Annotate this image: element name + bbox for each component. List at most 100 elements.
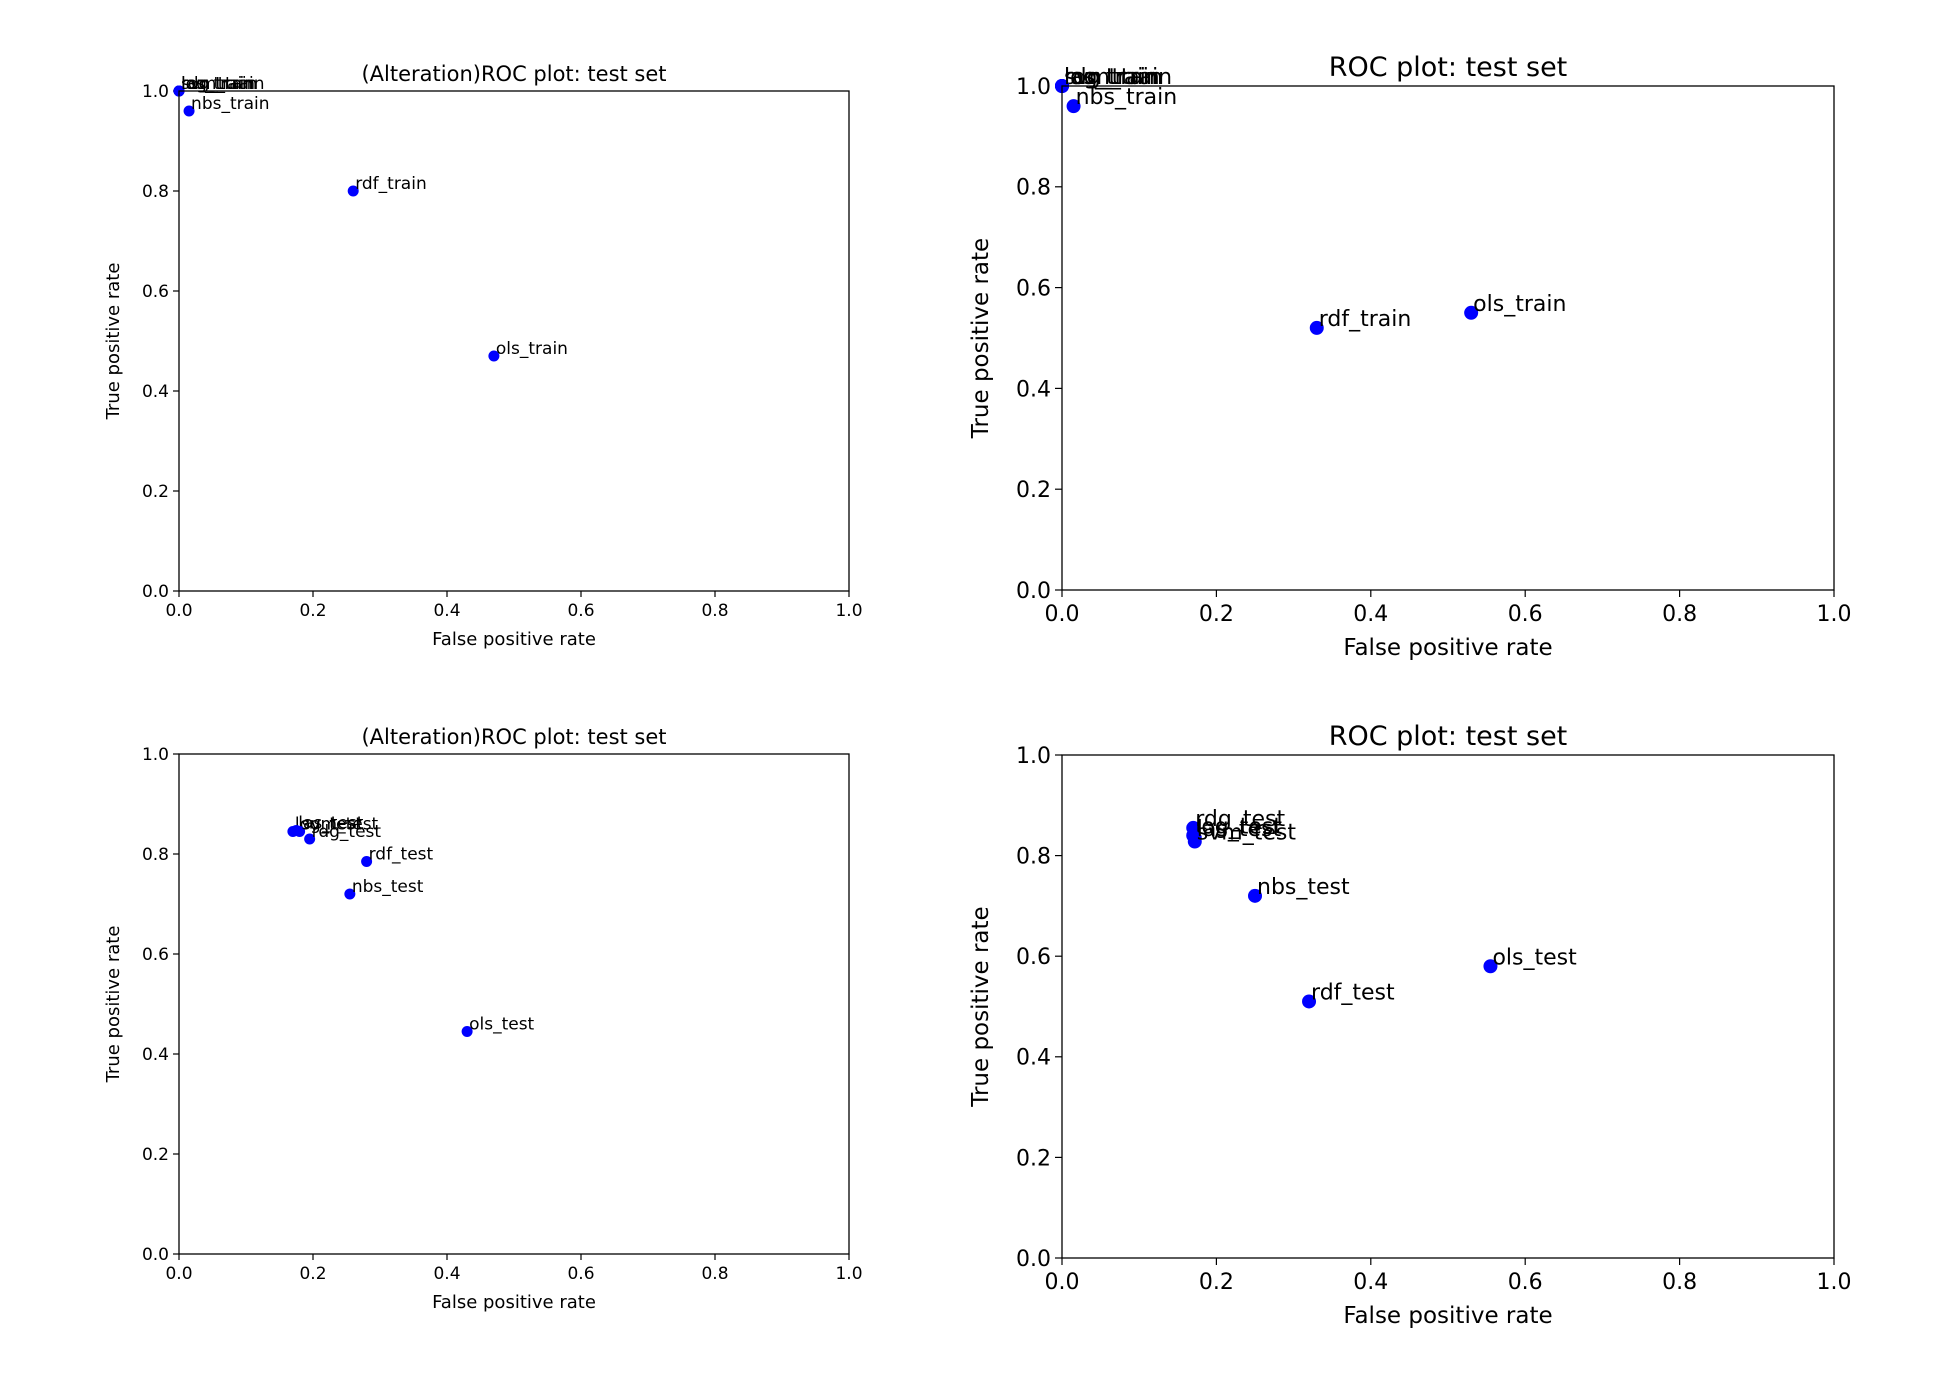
x-tick-label: 0.4 [433,601,460,621]
y-tick-label: 1.0 [1016,744,1051,769]
data-point-rdf_train [1309,320,1324,335]
y-tick-label: 0.2 [142,1145,169,1165]
x-tick-label: 0.4 [1353,1270,1388,1295]
data-label-svm_train: svm_train [181,74,265,94]
y-tick-label: 0.2 [142,482,169,502]
y-axis-label: True positive rate [103,926,124,1084]
x-tick-label: 1.0 [835,601,862,621]
chart-panel-1: (Alteration)ROC plot: test set 0.0 0.2 0.4 0… [103,62,863,650]
data-point-ols_test [461,1026,473,1037]
data-point-nbs_test [344,888,356,900]
y-tick-label: 0.4 [142,1045,169,1065]
x-axis-label: False positive rate [1343,1303,1552,1329]
x-tick-label: 0.4 [1353,602,1388,627]
y-axis-label: True positive rate [968,906,994,1107]
data-label-rdg_train: rdg_train [181,74,257,94]
x-axis-label: False positive rate [1343,635,1552,661]
data-label-svm_test: svm_test [302,815,379,835]
x-tick-label: 0.6 [1508,602,1543,627]
y-tick-label: 1.0 [1016,75,1051,100]
data-point-nbs_test [1248,888,1262,903]
x-tick-label: 0.8 [1662,602,1697,627]
data-label-rdg_test: rdg_test [312,822,382,842]
data-point-rdg_test [304,833,316,845]
data-label-rdg_test: rdg_test [1195,807,1285,832]
data-label-log_test: log_test [1195,814,1282,839]
x-tick-label: 0.6 [567,1264,594,1284]
data-point-svm_test [1187,834,1202,849]
x-tick-label: 0.0 [165,1264,192,1284]
data-label-nbs_train: nbs_train [191,94,269,114]
x-tick-label: 0.2 [1199,1270,1234,1295]
y-tick-label: 0.2 [1016,1146,1051,1171]
data-label-ols_test: ols_test [1492,945,1577,970]
x-tick-label: 0.2 [1199,602,1234,627]
y-tick-label: 0.8 [142,845,169,865]
data-label-rdf_train: rdf_train [355,174,427,194]
y-axis-label: True positive rate [968,238,994,439]
x-tick-label: 0.2 [299,1264,326,1284]
chart-title: (Alteration)ROC plot: test set [361,725,666,749]
y-tick-label: 0.0 [1016,579,1051,604]
y-tick-label: 0.2 [1016,478,1051,503]
data-label-nbs_test: nbs_test [1257,875,1350,900]
y-tick-label: 0.6 [1016,945,1051,970]
y-tick-label: 0.4 [1016,377,1051,402]
chart-panel-3: (Alteration)ROC plot: test set 0.0 0.2 0.4 0… [103,725,863,1313]
plot-frame [1061,85,1835,591]
y-tick-label: 1.0 [142,745,169,765]
data-label-svm_test: svm_test [1197,821,1297,846]
data-point-rdf_test [1302,994,1317,1009]
y-axis-label: True positive rate [103,263,124,421]
y-tick-label: 0.6 [142,945,169,965]
chart-panel-4: ROC plot: test set 0.0 0.2 0.4 0.6 0.8 1.0 0.0 0… [968,721,1852,1329]
x-tick-label: 0.0 [165,601,192,621]
y-tick-label: 0.4 [142,382,169,402]
data-label-ols_test: ols_test [469,1015,534,1035]
data-label-log_test: log_test [295,815,362,835]
y-tick-label: 0.6 [1016,277,1051,302]
y-tick-label: 0.0 [142,582,169,602]
data-point-rdf_test [361,856,373,867]
x-tick-label: 1.0 [835,1264,862,1284]
chart-title: ROC plot: test set [1329,52,1568,83]
x-tick-label: 1.0 [1817,1270,1852,1295]
x-tick-label: 0.8 [701,601,728,621]
x-tick-label: 0.0 [1045,602,1080,627]
data-point-rdf_train [347,185,359,197]
y-tick-label: 0.0 [142,1245,169,1265]
data-label-ols_train: ols_train [496,339,568,359]
x-tick-label: 1.0 [1817,602,1852,627]
y-tick-label: 0.0 [1016,1247,1051,1272]
data-label-rdf_test: rdf_test [1311,980,1395,1005]
data-label-log_train: log_train [181,74,255,94]
data-point-ols_train [488,350,500,362]
data-label-rdf_train: rdf_train [1319,307,1412,332]
y-tick-label: 0.4 [1016,1046,1051,1071]
y-tick-label: 1.0 [142,82,169,102]
data-label-nbs_test: nbs_test [352,877,424,897]
chart-title: ROC plot: test set [1329,721,1568,752]
plot-frame [178,753,850,1255]
x-tick-label: 0.8 [1662,1270,1697,1295]
y-tick-label: 0.8 [142,182,169,202]
y-tick-label: 0.8 [1016,845,1051,870]
data-point-ols_train [1464,305,1479,320]
x-axis-label: False positive rate [432,629,596,650]
data-point-nbs_train [183,105,195,117]
data-label-rdf_test: rdf_test [369,845,434,865]
y-tick-label: 0.8 [1016,176,1051,201]
x-tick-label: 0.8 [701,1264,728,1284]
x-tick-label: 0.6 [1508,1270,1543,1295]
chart-title: (Alteration)ROC plot: test set [361,62,666,86]
data-point-svm_test [294,826,306,837]
x-tick-label: 0.4 [433,1264,460,1284]
data-label-las_train: las_train [181,74,253,94]
y-tick-label: 0.6 [142,282,169,302]
data-point-ols_test [1483,959,1498,974]
chart-panel-2: ROC plot: test set 0.0 0.2 0.4 0.6 0.8 1.0 0.0 0… [968,52,1852,661]
plot-frame [178,90,850,592]
x-axis-label: False positive rate [432,1292,596,1313]
data-label-nbs_train: nbs_train [1076,85,1178,110]
